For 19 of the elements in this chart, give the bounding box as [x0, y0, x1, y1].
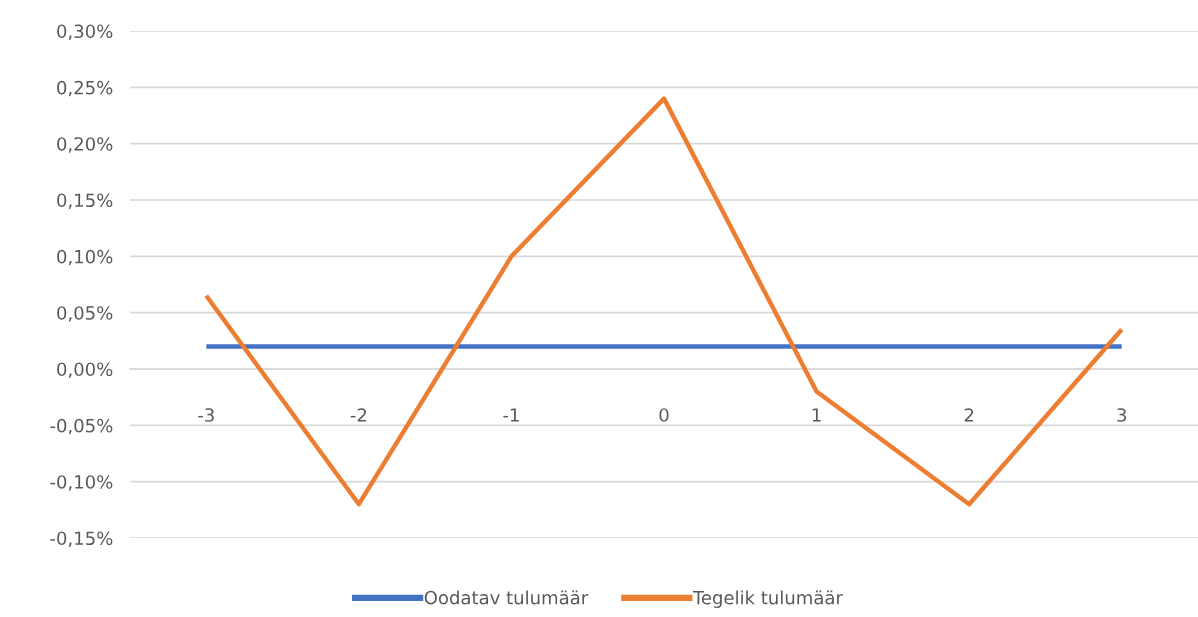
y-tick-label: 0,00% [57, 362, 113, 378]
y-tick-label: -0,05% [50, 418, 113, 435]
y-tick-label: 0,10% [57, 249, 113, 266]
x-tick-label: -1 [503, 408, 519, 422]
legend-label: Tegelik tulumäär [692, 590, 843, 608]
x-tick-label: 2 [964, 408, 974, 422]
x-tick-label: -2 [350, 408, 367, 422]
y-tick-label: 0,25% [57, 80, 113, 97]
x-tick-label: 3 [1117, 408, 1127, 422]
x-tick-label: 0 [659, 408, 669, 422]
legend-label: Oodatav tulumäär [424, 590, 589, 605]
y-tick-label: -0,10% [50, 475, 113, 491]
y-tick-label: 0,05% [57, 306, 113, 322]
x-tick-label: -3 [198, 408, 214, 422]
x-tick-label: 1 [812, 408, 821, 422]
y-tick-label: -0,15% [50, 531, 113, 547]
y-tick-label: 0,20% [57, 137, 113, 153]
y-tick-label: 0,30% [57, 24, 113, 40]
y-tick-label: 0,15% [57, 193, 113, 209]
